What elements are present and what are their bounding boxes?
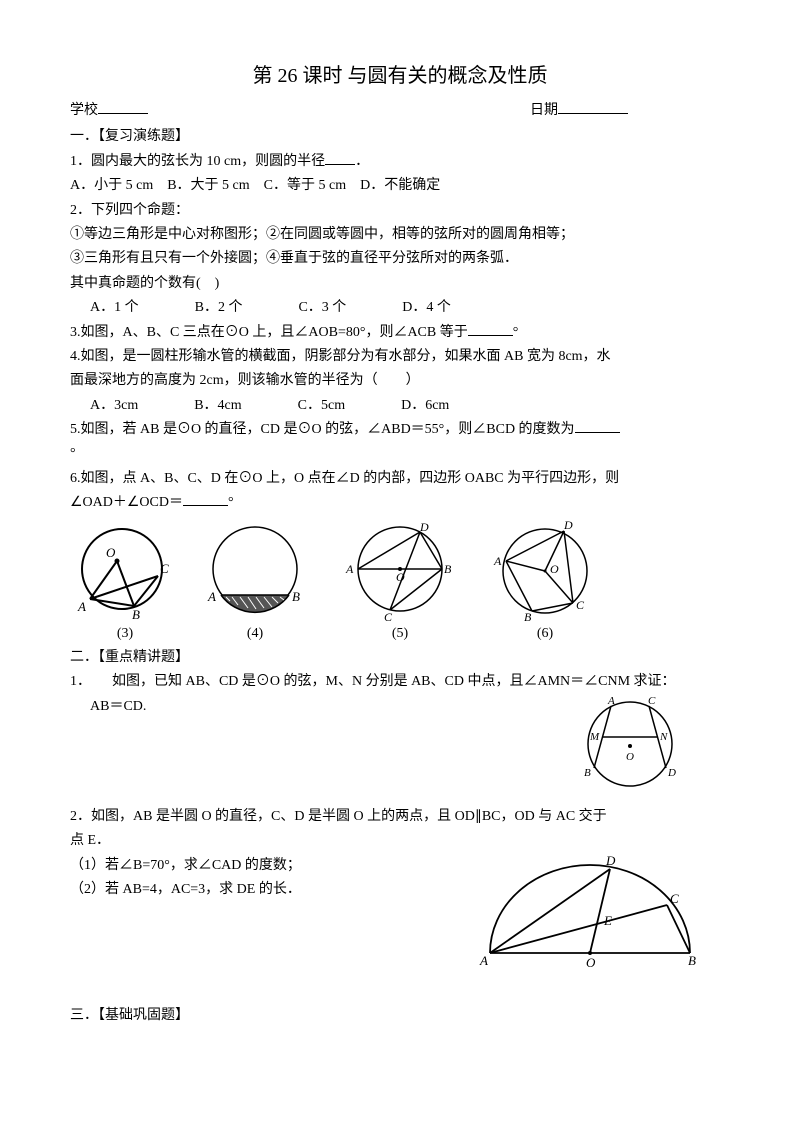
q1: 1．圆内最大的弦长为 10 cm，则圆的半径． xyxy=(70,151,730,173)
s2f1-A: A xyxy=(607,695,615,707)
fig3-label-A: A xyxy=(77,599,86,614)
q1-options: A．小于 5 cm B．大于 5 cm C．等于 5 cm D．不能确定 xyxy=(70,175,730,197)
page-title: 第 26 课时 与圆有关的概念及性质 xyxy=(70,60,730,92)
fig5-caption: (5) xyxy=(330,623,470,645)
fig5-label-O: O xyxy=(396,570,405,584)
figure-6-svg: A B C D O xyxy=(480,521,610,621)
fig5-label-B: B xyxy=(444,562,452,576)
fig3-label-O: O xyxy=(106,545,116,560)
figure-row-1: O C A B (3) A B (4) xyxy=(70,521,730,645)
figure-4-svg: A B xyxy=(190,521,320,621)
q3: 3.如图，A、B、C 三点在⊙O 上，且∠AOB=80°，则∠ACB 等于° xyxy=(70,322,730,344)
sec2-q1-a: 1． 如图，已知 AB、CD 是⊙O 的弦，M、N 分别是 AB、CD 中点，且… xyxy=(70,671,730,693)
fig6-label-O: O xyxy=(550,562,559,576)
fig3-caption: (3) xyxy=(70,623,180,645)
s2f1-B: B xyxy=(584,767,591,779)
sec2-q2-a: 2．如图，AB 是半圆 O 的直径，C、D 是半圆 O 上的两点，且 OD∥BC… xyxy=(70,806,730,828)
figure-4: A B (4) xyxy=(190,521,320,645)
s2f1-C: C xyxy=(648,695,656,707)
q6-line-a: 6.如图，点 A、B、C、D 在⊙O 上，O 点在∠D 的内部，四边形 OABC… xyxy=(70,468,730,490)
fig6-label-C: C xyxy=(576,598,585,612)
s2f2-O: O xyxy=(586,955,596,970)
section-2-head: 二．【重点精讲题】 xyxy=(70,647,730,669)
fig4-label-B: B xyxy=(292,589,300,604)
s2f2-C: C xyxy=(670,891,679,906)
q2-line-d: 其中真命题的个数有( ) xyxy=(70,273,730,295)
q2-line-a: 2．下列四个命题： xyxy=(70,200,730,222)
s2f2-E: E xyxy=(603,913,612,928)
fig6-label-A: A xyxy=(493,554,502,568)
figure-6: A B C D O (6) xyxy=(480,521,610,645)
figure-5-svg: A B C D O xyxy=(330,521,470,621)
sec2-figure-1: A C M N B D O xyxy=(570,694,690,794)
sec2-figure-2: A B C D E O xyxy=(470,853,710,973)
q1-text: 1．圆内最大的弦长为 10 cm，则圆的半径 xyxy=(70,154,325,169)
fig6-label-B: B xyxy=(524,610,532,621)
q6-degree: ° xyxy=(228,495,234,510)
fig6-caption: (6) xyxy=(480,623,610,645)
q5-degree: ° xyxy=(70,443,730,465)
fig4-caption: (4) xyxy=(190,623,320,645)
date-label: 日期 xyxy=(530,103,558,118)
section-1-head: 一．【复习演练题】 xyxy=(70,126,730,148)
s2f2-D: D xyxy=(605,853,616,868)
sec2-q2-b: 点 E． xyxy=(70,830,730,852)
s2f1-D: D xyxy=(667,767,676,779)
s2f1-O: O xyxy=(626,751,634,763)
sec2-q1-b: AB＝CD. xyxy=(70,696,560,718)
fig4-label-A: A xyxy=(207,589,216,604)
fig3-label-B: B xyxy=(132,607,140,621)
q2-line-b: ①等边三角形是中心对称图形；②在同圆或等圆中，相等的弦所对的圆周角相等； xyxy=(70,224,730,246)
q2-options: A．1 个 B．2 个 C．3 个 D．4 个 xyxy=(70,297,730,319)
q2-line-c: ③三角形有且只有一个外接圆；④垂直于弦的直径平分弦所对的两条弧． xyxy=(70,248,730,270)
figure-3: O C A B (3) xyxy=(70,521,180,645)
q4-options: A．3cm B．4cm C．5cm D．6cm xyxy=(70,395,730,417)
fig6-label-D: D xyxy=(563,521,573,532)
s2f1-M: M xyxy=(589,731,600,743)
sec2-q2-c: （1）若∠B=70°，求∠CAD 的度数； xyxy=(70,855,460,877)
s2f2-B: B xyxy=(688,953,696,968)
school-label: 学校 xyxy=(70,103,98,118)
q4-line-a: 4.如图，是一圆柱形输水管的横截面，阴影部分为有水部分，如果水面 AB 宽为 8… xyxy=(70,346,730,368)
sec2-q2-d: （2）若 AB=4，AC=3，求 DE 的长． xyxy=(70,879,460,901)
fig5-label-D: D xyxy=(419,521,429,534)
header-row: 学校 日期 xyxy=(70,100,730,122)
q6-line-b: ∠OAD＋∠OCD＝ ° xyxy=(70,492,730,514)
fig5-label-C: C xyxy=(384,610,393,621)
sec2-fig2-svg: A B C D E O xyxy=(470,853,710,973)
date-field: 日期 xyxy=(530,100,730,122)
q3-text: 3.如图，A、B、C 三点在⊙O 上，且∠AOB=80°，则∠ACB 等于 xyxy=(70,325,468,340)
q5: 5.如图，若 AB 是⊙O 的直径，CD 是⊙O 的弦，∠ABD＝55°，则∠B… xyxy=(70,419,730,441)
q5-text-a: 5.如图，若 AB 是⊙O 的直径，CD 是⊙O 的弦，∠ABD＝55°，则∠B… xyxy=(70,422,575,437)
sec2-fig1-svg: A C M N B D O xyxy=(570,694,690,794)
s2f2-A: A xyxy=(479,953,488,968)
fig3-label-C: C xyxy=(160,561,169,576)
figure-3-svg: O C A B xyxy=(70,521,180,621)
fig5-label-A: A xyxy=(345,562,354,576)
figure-5: A B C D O (5) xyxy=(330,521,470,645)
school-field: 学校 xyxy=(70,100,530,122)
section-3-head: 三．【基础巩固题】 xyxy=(70,1005,730,1027)
q6-text-b: ∠OAD＋∠OCD＝ xyxy=(70,495,183,510)
q4-line-b: 面最深地方的高度为 2cm，则该输水管的半径为（ ） xyxy=(70,370,730,392)
s2f1-N: N xyxy=(659,731,668,743)
